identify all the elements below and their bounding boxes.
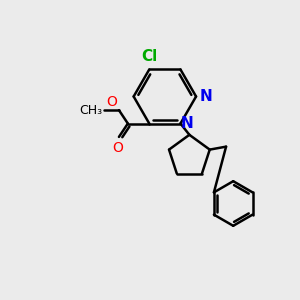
Text: CH₃: CH₃ — [79, 104, 102, 117]
Text: O: O — [112, 141, 123, 155]
Text: N: N — [200, 89, 213, 104]
Text: O: O — [106, 95, 118, 109]
Text: N: N — [181, 116, 194, 131]
Text: Cl: Cl — [141, 49, 158, 64]
